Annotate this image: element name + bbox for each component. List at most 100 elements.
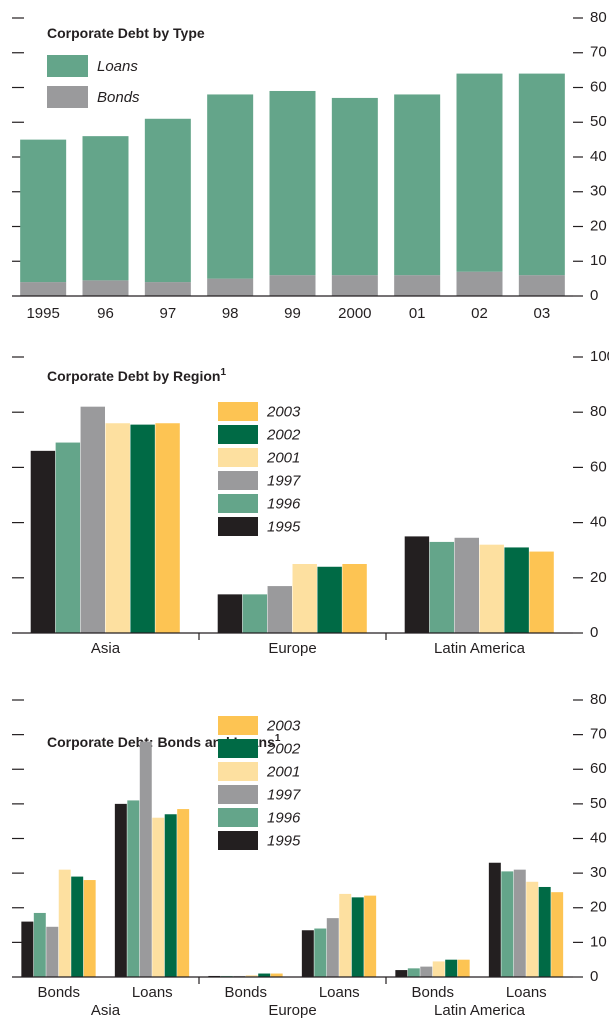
y-tick-label: 30	[590, 183, 607, 200]
bar	[46, 926, 59, 977]
bar	[71, 876, 84, 977]
bar	[445, 959, 458, 977]
y-tick-label: 60	[590, 458, 607, 475]
bar-segment	[20, 139, 67, 283]
y-tick-label: 20	[590, 569, 607, 586]
legend-label: 2002	[266, 426, 301, 443]
y-tick-label: 40	[590, 829, 607, 846]
bar	[139, 741, 152, 977]
bar	[395, 970, 408, 977]
legend-swatch	[218, 402, 258, 421]
x-tick-label: 03	[533, 305, 550, 322]
bar	[105, 423, 130, 633]
bar-segment	[518, 73, 565, 276]
y-tick-label: 30	[590, 864, 607, 881]
bar	[217, 594, 243, 633]
bar	[164, 814, 177, 977]
bar	[245, 975, 258, 977]
bar-segment	[82, 280, 129, 296]
legend-label: 2002	[266, 740, 301, 757]
bar	[314, 928, 327, 977]
bar	[55, 442, 81, 633]
y-tick-label: 80	[590, 691, 607, 708]
bar	[339, 893, 352, 977]
bar-segment	[207, 278, 254, 296]
y-tick-label: 80	[590, 403, 607, 420]
y-tick-label: 60	[590, 78, 607, 95]
legend-label: 1996	[267, 809, 301, 826]
x-tick-label: 1995	[26, 305, 59, 322]
y-tick-label: 40	[590, 514, 607, 531]
group-label: Latin America	[434, 1002, 526, 1019]
bar	[30, 450, 56, 633]
bar-segment	[518, 275, 565, 296]
y-tick-label: 80	[590, 9, 607, 26]
bar-segment	[331, 97, 378, 276]
bar	[267, 586, 292, 633]
x-tick-label: 97	[159, 305, 176, 322]
legend-swatch	[218, 471, 258, 490]
bar	[33, 912, 46, 977]
legend-swatch	[218, 762, 258, 781]
chart-title: Corporate Debt by Type	[47, 25, 205, 41]
x-tick-label: 02	[471, 305, 488, 322]
bar	[529, 551, 554, 633]
y-tick-label: 0	[590, 624, 598, 641]
y-tick-label: 10	[590, 252, 607, 269]
legend-label: 2003	[266, 403, 301, 420]
bar-segment	[394, 94, 441, 276]
legend-label: Loans	[97, 58, 138, 75]
x-tick-label: Latin America	[434, 640, 526, 657]
x-tick-label: Loans	[319, 984, 360, 1001]
group-label: Europe	[268, 1002, 316, 1019]
bar	[479, 544, 504, 633]
bar	[429, 541, 455, 633]
legend-swatch	[218, 785, 258, 804]
x-tick-label: Bonds	[37, 984, 80, 1001]
legend-swatch	[218, 831, 258, 850]
bar-segment	[394, 275, 441, 296]
title-note: 1	[220, 367, 226, 378]
bar-segment	[331, 275, 378, 296]
bar	[504, 547, 529, 633]
bar	[58, 869, 71, 977]
bar	[114, 803, 127, 977]
bar	[152, 817, 165, 977]
legend-label: 1995	[267, 518, 301, 535]
legend-swatch	[218, 425, 258, 444]
legend-label: 2001	[266, 449, 300, 466]
bar	[242, 594, 268, 633]
bar	[501, 871, 514, 977]
legend-label: 1996	[267, 495, 301, 512]
bar	[551, 892, 564, 977]
x-tick-label: Bonds	[411, 984, 454, 1001]
legend-label: 2003	[266, 717, 301, 734]
legend-label: 1997	[267, 786, 301, 803]
legend-swatch	[47, 55, 88, 77]
bar	[351, 897, 364, 977]
bar	[364, 895, 377, 977]
bar	[407, 968, 420, 977]
title-text: Corporate Debt by Type	[47, 25, 205, 41]
bar	[127, 800, 140, 977]
legend-swatch	[218, 517, 258, 536]
bar	[432, 961, 445, 977]
title-note: 1	[275, 733, 281, 744]
bar	[21, 921, 34, 977]
bar	[420, 966, 433, 977]
legend-label: Bonds	[97, 89, 140, 106]
y-tick-label: 50	[590, 113, 607, 130]
bar	[80, 406, 105, 633]
group-label: Asia	[91, 1002, 121, 1019]
x-tick-label: 99	[284, 305, 301, 322]
bar	[342, 564, 367, 633]
bar-segment	[269, 90, 316, 276]
bar	[488, 862, 501, 977]
y-tick-label: 40	[590, 148, 607, 165]
legend-swatch	[218, 448, 258, 467]
bar	[177, 809, 190, 977]
bar-segment	[20, 282, 67, 296]
bar-segment	[144, 282, 191, 296]
x-tick-label: Asia	[91, 640, 121, 657]
legend-swatch	[47, 86, 88, 108]
